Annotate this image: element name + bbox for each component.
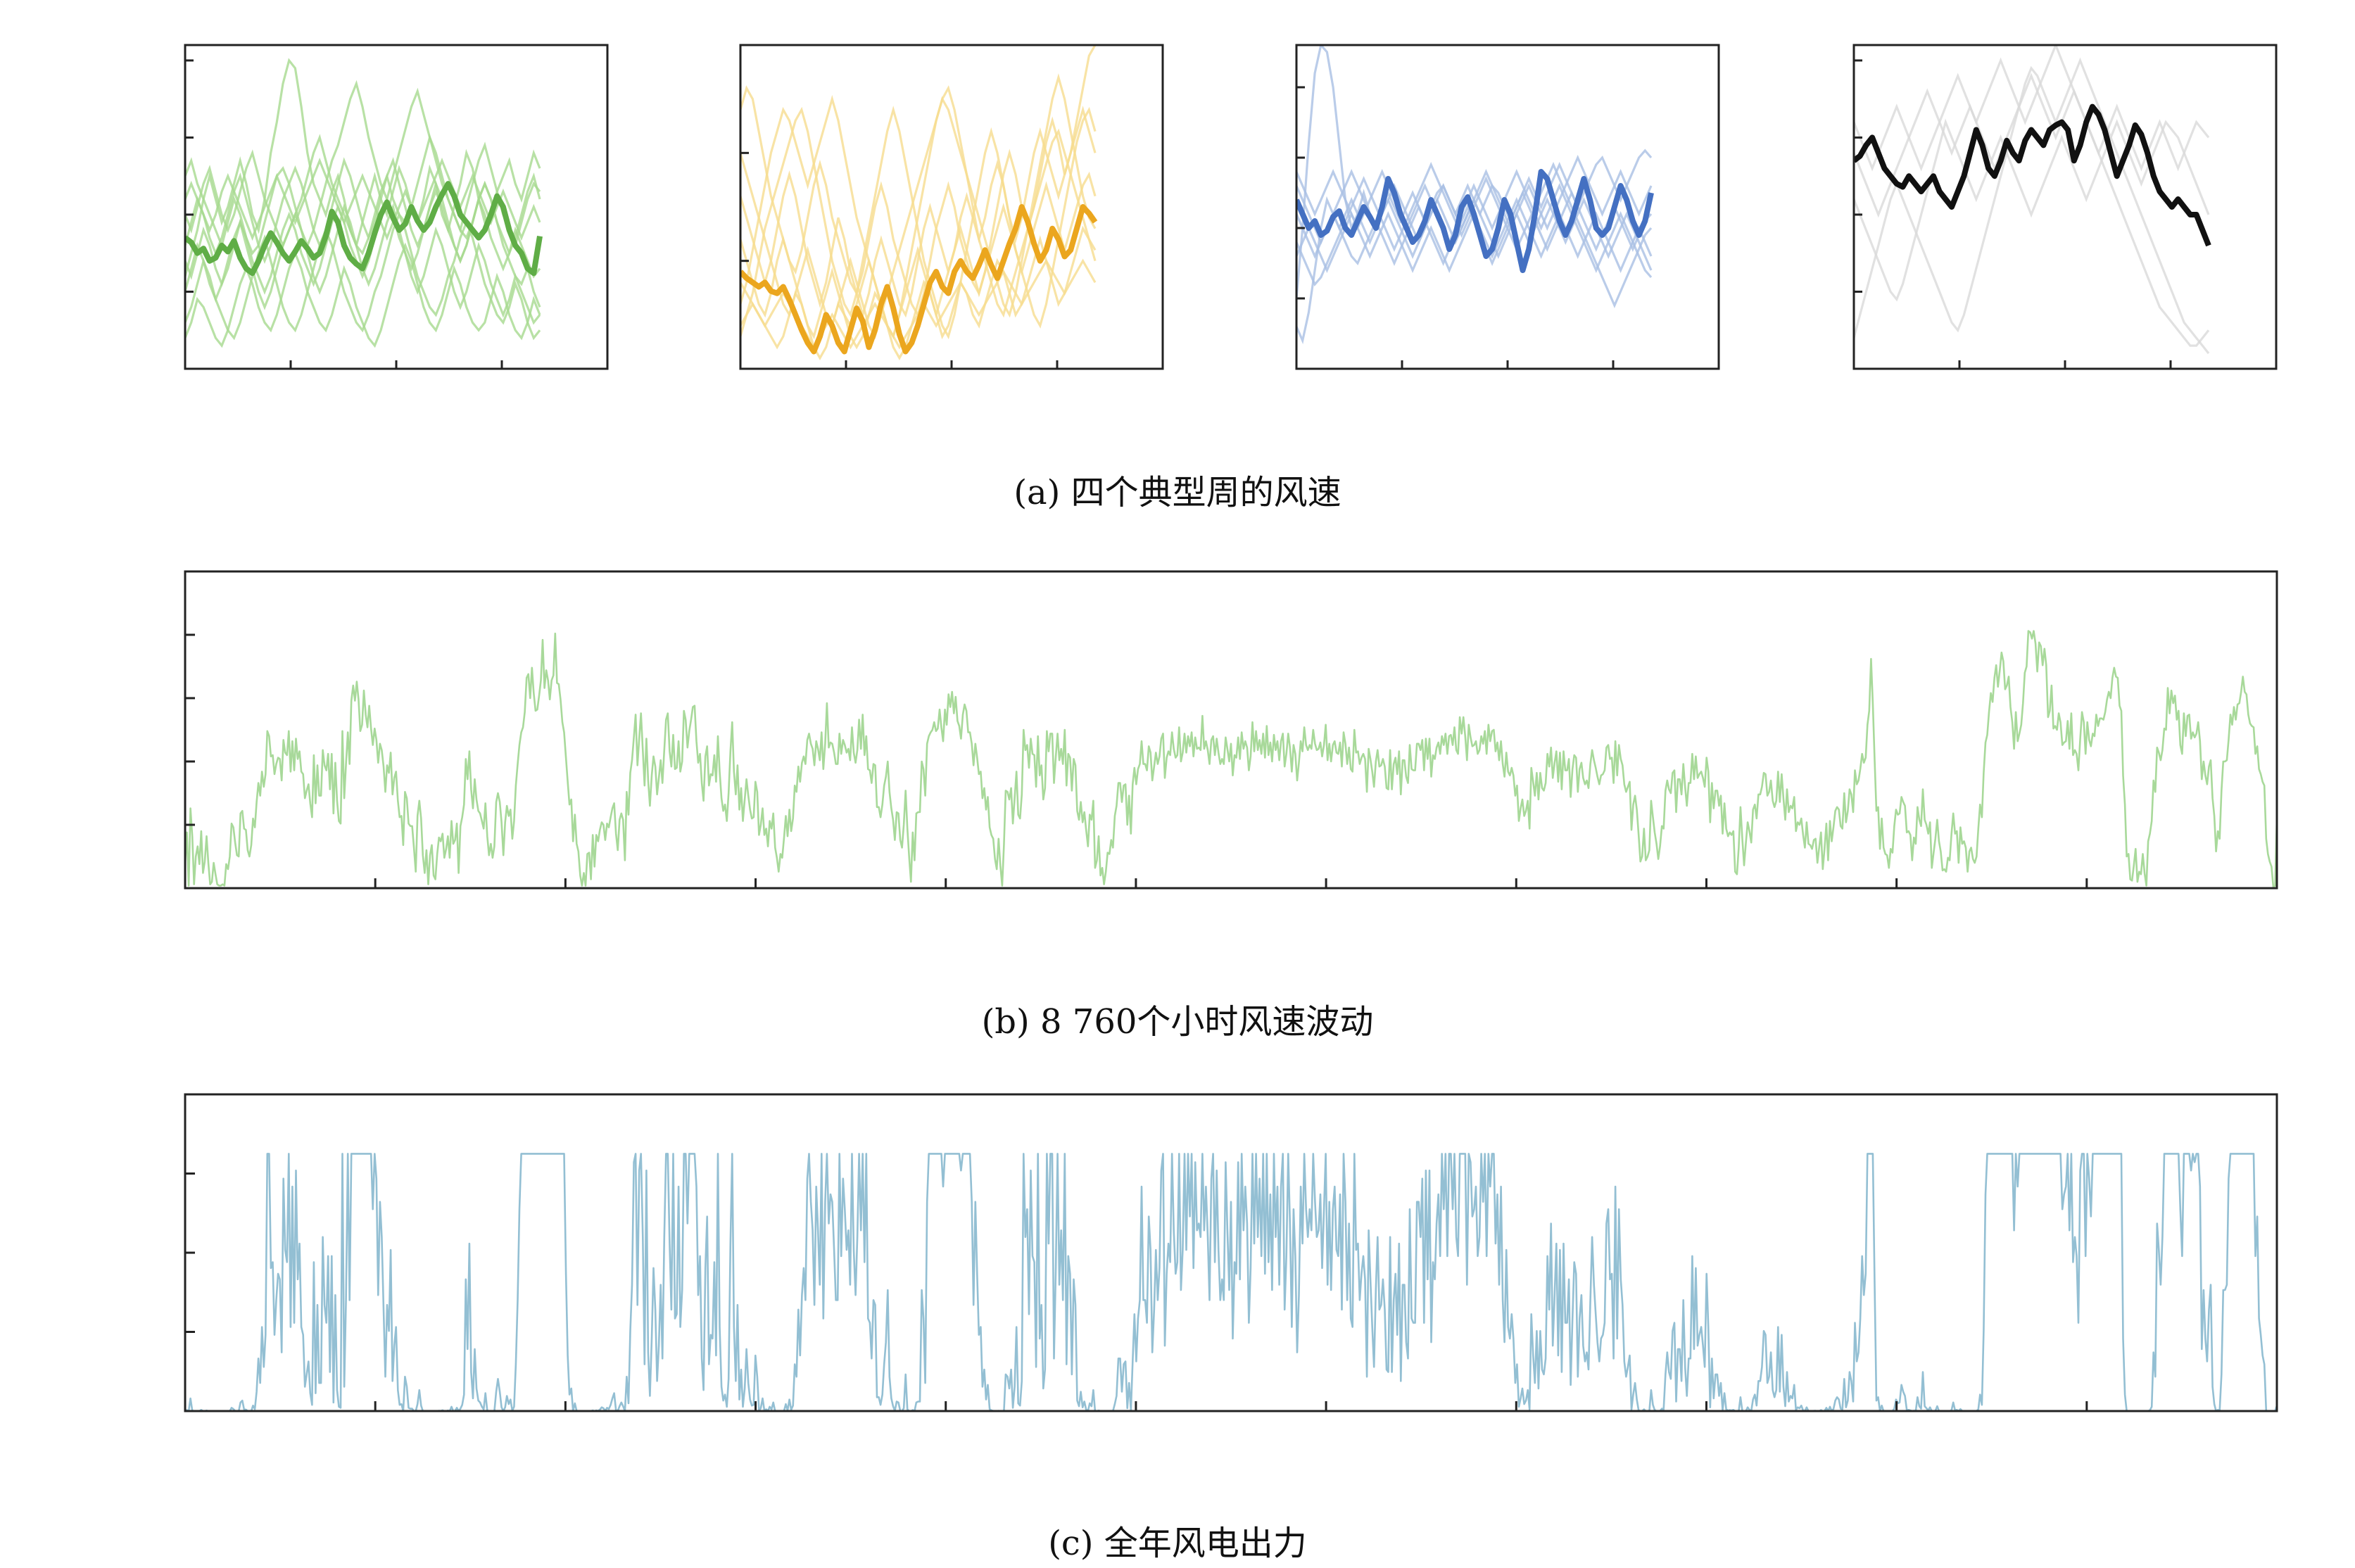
background-series-6 — [185, 157, 541, 279]
panel-c: (c) 全年风电出力 — [184, 1093, 2278, 1563]
typical-weeks — [184, 44, 2278, 370]
week-panel-4 — [1852, 44, 2278, 370]
typical-week-line — [1854, 103, 2211, 247]
background-series-7 — [185, 242, 541, 348]
background-series-2 — [740, 73, 1097, 340]
week-series — [185, 58, 543, 348]
plot-frame — [184, 570, 2278, 890]
series-line — [184, 630, 2278, 888]
background-series-8 — [740, 85, 1097, 340]
background-series-2 — [1854, 57, 2210, 355]
hourly-wind-chart — [184, 570, 2278, 890]
background-series-6 — [740, 106, 1097, 320]
background-series-1 — [1296, 45, 1653, 299]
background-series-1 — [1854, 45, 2210, 347]
background-series-3 — [185, 211, 541, 341]
background-series-4 — [1296, 154, 1653, 246]
typical-week-line — [185, 181, 543, 277]
week-panel-3 — [1295, 44, 1720, 370]
wind-power-chart — [184, 1093, 2278, 1412]
caption-b: (b) 8 760个小时风速波动 — [982, 1002, 1374, 1042]
panel-b: (b) 8 760个小时风速波动 — [184, 570, 2278, 1042]
background-series-3 — [740, 106, 1097, 340]
caption-a: (a) 四个典型周的风速 — [1014, 473, 1341, 512]
typical-week-line — [1296, 169, 1654, 273]
background-series-9 — [185, 172, 541, 295]
week-series — [740, 45, 1098, 360]
week-series — [1854, 45, 2211, 355]
panel-a: (a) 四个典型周的风速 — [184, 44, 2278, 512]
week-panel-1 — [184, 44, 609, 370]
background-series-1 — [185, 58, 541, 277]
background-series-4 — [185, 134, 541, 255]
plot-frame — [739, 44, 1164, 370]
week-panel-2 — [739, 44, 1164, 370]
series-line — [184, 1153, 2278, 1412]
plot-frame — [1852, 44, 2278, 370]
typical-week-line — [740, 204, 1098, 355]
background-series-4 — [1854, 72, 2210, 218]
week-series — [1296, 45, 1654, 345]
caption-c: (c) 全年风电出力 — [1048, 1524, 1307, 1563]
background-series-4 — [740, 171, 1097, 340]
